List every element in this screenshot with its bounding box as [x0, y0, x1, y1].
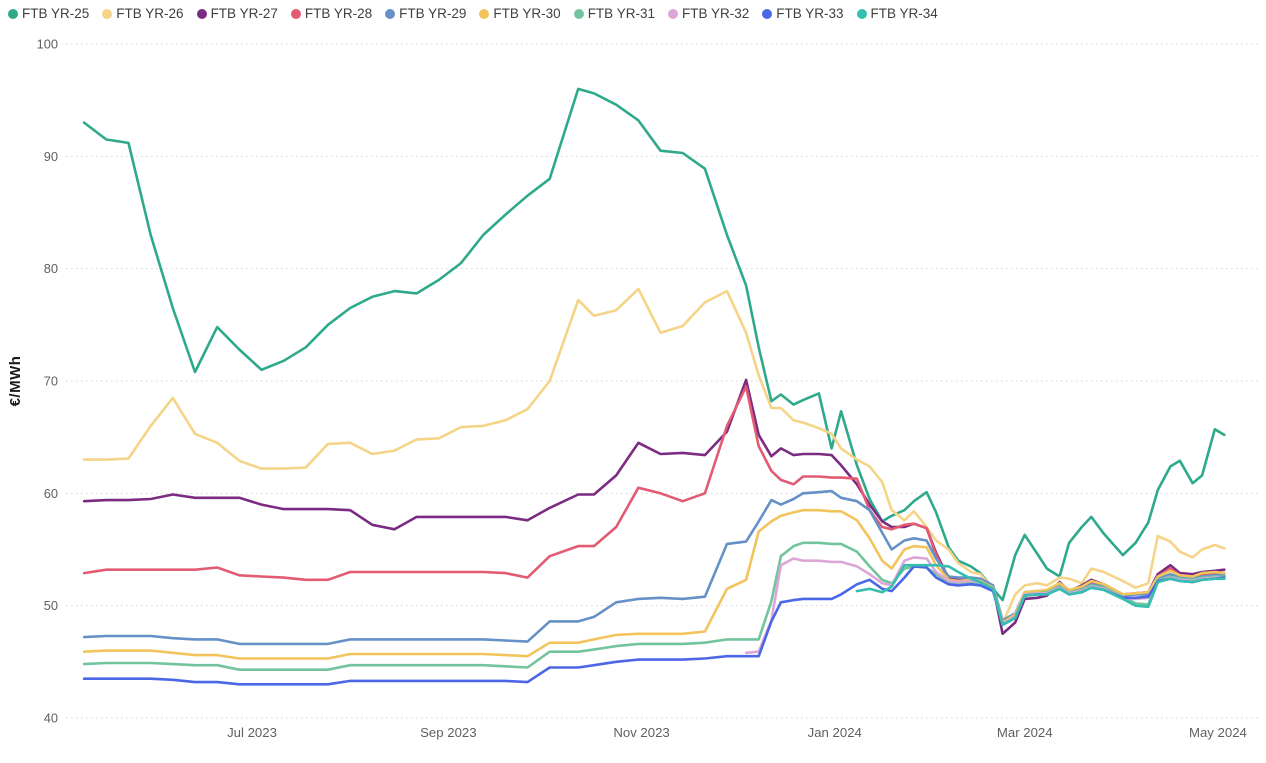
- gridlines: [66, 43, 1258, 719]
- legend-label: FTB YR-30: [493, 6, 561, 21]
- legend-swatch-icon: [573, 8, 584, 19]
- series-line-ftb-yr-25: [82, 87, 1226, 602]
- series-line-ftb-yr-31: [82, 541, 1226, 672]
- y-tick-label: 100: [37, 37, 58, 52]
- y-tick-label: 60: [44, 486, 58, 501]
- x-tick-label: Mar 2024: [997, 725, 1053, 740]
- legend-label: FTB YR-26: [116, 6, 184, 21]
- legend-item-ftb-yr-28[interactable]: FTB YR-28: [290, 6, 373, 21]
- legend-swatch-icon: [479, 8, 490, 19]
- legend-item-ftb-yr-34[interactable]: FTB YR-34: [856, 6, 938, 21]
- x-tick-label: May 2024: [1189, 725, 1247, 740]
- legend-swatch-icon: [667, 8, 678, 19]
- legend-swatch-icon: [856, 8, 867, 19]
- legend-item-ftb-yr-29[interactable]: FTB YR-29: [385, 6, 466, 21]
- x-tick-label: Nov 2023: [613, 725, 669, 740]
- x-tick-label: Sep 2023: [420, 725, 476, 740]
- legend-swatch-icon: [8, 8, 18, 19]
- series-line-ftb-yr-33: [82, 565, 1226, 686]
- y-tick-label: 40: [44, 711, 58, 726]
- legend-item-ftb-yr-25[interactable]: FTB YR-25: [8, 6, 89, 21]
- series-line-ftb-yr-26: [82, 287, 1226, 625]
- y-axis-title-text: €/MWh: [7, 355, 24, 407]
- y-axis-title: €/MWh: [6, 356, 24, 407]
- legend-item-ftb-yr-32[interactable]: FTB YR-32: [667, 6, 750, 21]
- x-tick-label: Jan 2024: [808, 725, 862, 740]
- series-line-ftb-yr-30: [82, 508, 1226, 660]
- y-axis-ticks: 40 50 60 70 80 90 100: [37, 37, 58, 726]
- legend-label: FTB YR-28: [304, 6, 373, 21]
- legend-item-ftb-yr-27[interactable]: FTB YR-27: [196, 6, 278, 21]
- legend-item-ftb-yr-31[interactable]: FTB YR-31: [573, 6, 655, 21]
- series-lines: [82, 87, 1226, 686]
- legend-label: FTB YR-34: [870, 6, 938, 21]
- legend-swatch-icon: [102, 8, 113, 19]
- y-tick-label: 80: [44, 261, 58, 276]
- legend-swatch-icon: [290, 8, 301, 19]
- series-line-ftb-yr-32: [744, 556, 1226, 655]
- series-line-ftb-yr-27: [82, 378, 1226, 636]
- legend-swatch-icon: [762, 8, 773, 19]
- series-line-ftb-yr-29: [82, 489, 1226, 646]
- legend-item-ftb-yr-33[interactable]: FTB YR-33: [762, 6, 844, 21]
- legend: FTB YR-25 FTB YR-26 FTB YR-27 FTB YR-28 FTB …: [8, 6, 938, 21]
- legend-label: FTB YR-25: [22, 6, 90, 21]
- legend-label: FTB YR-27: [210, 6, 278, 21]
- legend-label: FTB YR-33: [776, 6, 844, 21]
- x-tick-label: Jul 2023: [227, 725, 277, 740]
- legend-item-ftb-yr-30[interactable]: FTB YR-30: [479, 6, 561, 21]
- y-tick-label: 90: [44, 149, 58, 164]
- legend-swatch-icon: [385, 8, 396, 19]
- x-axis-ticks: Jul 2023 Sep 2023 Nov 2023 Jan 2024 Mar 2024…: [227, 725, 1247, 740]
- legend-label: FTB YR-32: [681, 6, 750, 21]
- legend-swatch-icon: [196, 8, 207, 19]
- y-tick-label: 50: [44, 598, 58, 613]
- legend-label: FTB YR-31: [587, 6, 655, 21]
- legend-label: FTB YR-29: [399, 6, 467, 21]
- legend-item-ftb-yr-26[interactable]: FTB YR-26: [102, 6, 184, 21]
- y-tick-label: 70: [44, 374, 58, 389]
- series-line-ftb-yr-34: [855, 563, 1226, 627]
